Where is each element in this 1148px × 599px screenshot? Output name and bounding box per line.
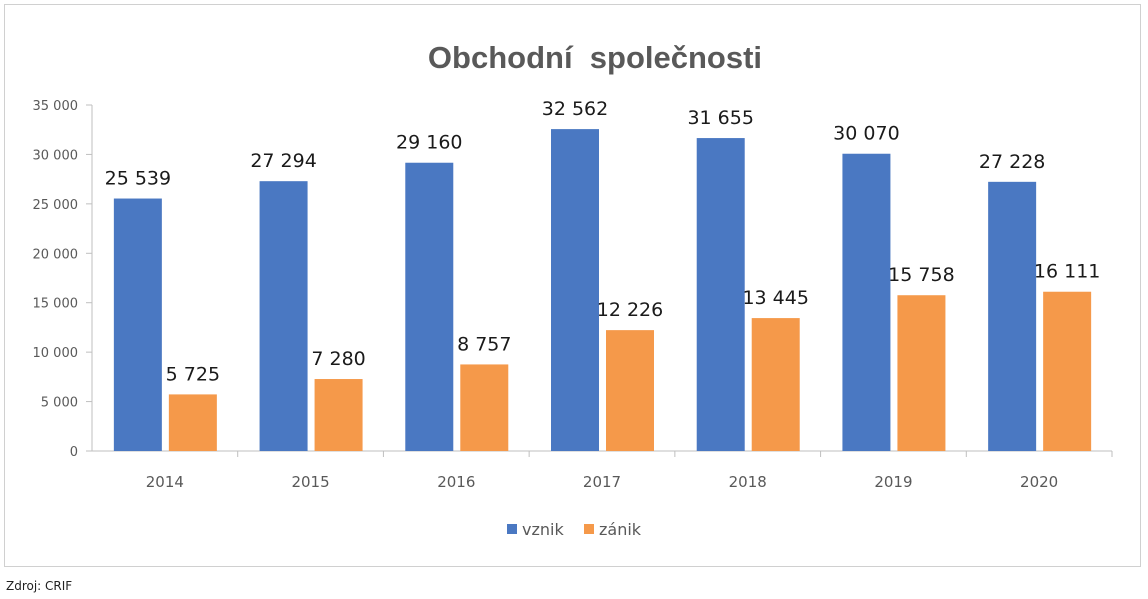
bar-vznik-2019 bbox=[842, 153, 891, 451]
legend-label-vznik: vznik bbox=[522, 520, 564, 539]
source-note: Zdroj: CRIF bbox=[6, 579, 73, 593]
bar-zanik-2014 bbox=[168, 394, 217, 451]
y-tick-label: 0 bbox=[70, 445, 78, 460]
data-label: 16 111 bbox=[1034, 261, 1100, 283]
legend-label-zanik: zánik bbox=[599, 520, 642, 539]
data-label: 27 228 bbox=[979, 151, 1045, 173]
bar-zanik-2016 bbox=[460, 364, 509, 451]
y-tick-label: 20 000 bbox=[33, 247, 79, 262]
chart-title: Obchodní společnosti bbox=[428, 40, 762, 75]
data-label: 13 445 bbox=[742, 287, 808, 309]
x-tick-label: 2018 bbox=[729, 473, 767, 491]
y-tick-label: 5 000 bbox=[41, 396, 78, 411]
x-axis: 2014 2015 2016 2017 2018 2019 2020 bbox=[92, 450, 1113, 491]
data-label: 27 294 bbox=[250, 150, 316, 172]
y-tick-label: 30 000 bbox=[33, 148, 79, 163]
y-tick-label: 10 000 bbox=[33, 346, 79, 361]
x-tick-label: 2020 bbox=[1020, 473, 1058, 491]
bar-vznik-2014 bbox=[113, 198, 162, 451]
data-label: 25 539 bbox=[105, 168, 171, 190]
data-label: 15 758 bbox=[888, 264, 954, 286]
bar-vznik-2020 bbox=[988, 181, 1037, 451]
data-label: 31 655 bbox=[687, 107, 753, 129]
y-tick-label: 35 000 bbox=[33, 99, 79, 114]
bars: 25 539 5 725 27 294 7 280 29 160 8 757 32 562 1… bbox=[105, 98, 1100, 451]
x-tick-label: 2015 bbox=[291, 473, 329, 491]
data-label: 5 725 bbox=[166, 363, 220, 385]
bar-vznik-2017 bbox=[551, 129, 599, 451]
x-tick-label: 2014 bbox=[146, 473, 184, 491]
bar-zanik-2015 bbox=[314, 379, 363, 451]
y-tick-label: 25 000 bbox=[33, 198, 79, 213]
y-axis: 0 5 000 10 000 15 000 20 000 25 000 30 000 35 0… bbox=[33, 99, 93, 460]
bar-zanik-2019 bbox=[897, 295, 946, 451]
bar-zanik-2018 bbox=[751, 318, 800, 451]
bar-chart: Obchodní společnosti 0 5 000 10 000 15 000 2… bbox=[33, 40, 1113, 539]
x-tick-label: 2019 bbox=[874, 473, 912, 491]
data-label: 32 562 bbox=[542, 98, 608, 120]
legend: vznik zánik bbox=[507, 520, 642, 539]
x-tick-label: 2016 bbox=[437, 473, 475, 491]
data-label: 7 280 bbox=[311, 348, 365, 370]
x-tick-label: 2017 bbox=[583, 473, 621, 491]
bar-zanik-2017 bbox=[606, 330, 654, 451]
legend-swatch-zanik bbox=[584, 524, 594, 534]
y-tick-label: 15 000 bbox=[33, 297, 79, 312]
data-label: 12 226 bbox=[597, 299, 663, 321]
data-label: 30 070 bbox=[833, 123, 899, 145]
bar-vznik-2016 bbox=[405, 162, 454, 451]
bar-vznik-2015 bbox=[259, 181, 308, 451]
bar-zanik-2020 bbox=[1043, 291, 1092, 451]
legend-swatch-vznik bbox=[507, 524, 517, 534]
bar-vznik-2018 bbox=[696, 138, 745, 451]
data-label: 8 757 bbox=[457, 333, 511, 355]
data-label: 29 160 bbox=[396, 132, 462, 154]
